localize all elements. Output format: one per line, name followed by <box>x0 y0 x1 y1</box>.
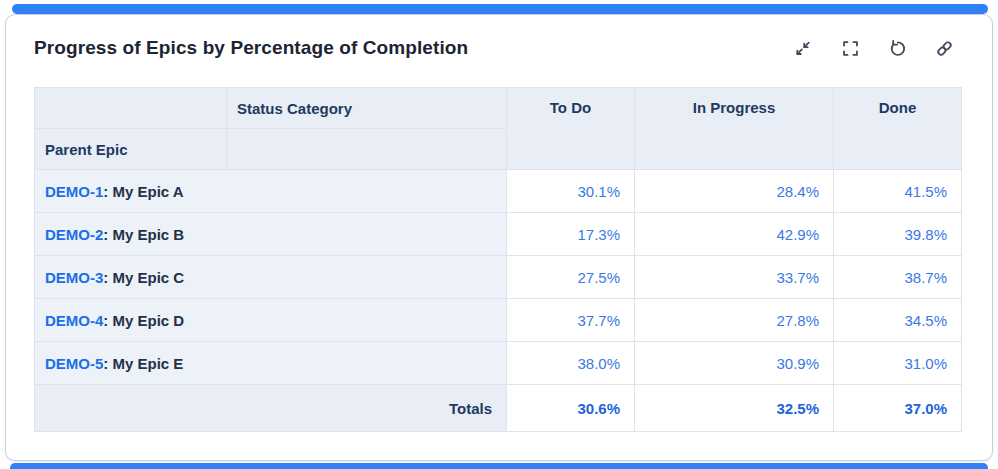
value-cell[interactable]: 41.5% <box>834 170 962 213</box>
column-header-todo[interactable]: To Do <box>507 88 635 170</box>
gadget-toolbar <box>793 38 954 58</box>
row-header: DEMO-5: My Epic E <box>35 342 507 385</box>
corner-cell-2 <box>227 129 507 170</box>
fullscreen-icon[interactable] <box>840 38 860 58</box>
value-cell[interactable]: 30.9% <box>635 342 834 385</box>
epic-name: : My Epic D <box>103 312 184 329</box>
corner-cell <box>35 88 227 129</box>
totals-row: Totals 30.6% 32.5% 37.0% <box>35 385 962 432</box>
epic-name: : My Epic C <box>103 269 184 286</box>
totals-value-cell[interactable]: 32.5% <box>635 385 834 432</box>
value-cell[interactable]: 27.8% <box>635 299 834 342</box>
totals-value-cell[interactable]: 37.0% <box>834 385 962 432</box>
table-row: DEMO-4: My Epic D 37.7% 27.8% 34.5% <box>35 299 962 342</box>
pivot-table: Status Category To Do In Progress Done P… <box>34 87 962 432</box>
row-header: DEMO-3: My Epic C <box>35 256 507 299</box>
value-cell[interactable]: 33.7% <box>635 256 834 299</box>
epic-link[interactable]: DEMO-5 <box>45 355 103 372</box>
column-dimension-header[interactable]: Status Category <box>227 88 507 129</box>
section-accent-bar-top <box>12 4 988 14</box>
epic-link[interactable]: DEMO-2 <box>45 226 103 243</box>
value-cell[interactable]: 42.9% <box>635 213 834 256</box>
epic-name: : My Epic E <box>103 355 183 372</box>
row-header: DEMO-2: My Epic B <box>35 213 507 256</box>
refresh-icon[interactable] <box>887 38 907 58</box>
row-header: DEMO-4: My Epic D <box>35 299 507 342</box>
value-cell[interactable]: 17.3% <box>507 213 635 256</box>
section-accent-bar-bottom <box>10 463 988 469</box>
dashboard-canvas: Progress of Epics by Percentage of Compl… <box>0 0 998 469</box>
epic-name: : My Epic A <box>103 183 183 200</box>
epic-link[interactable]: DEMO-1 <box>45 183 103 200</box>
value-cell[interactable]: 31.0% <box>834 342 962 385</box>
value-cell[interactable]: 27.5% <box>507 256 635 299</box>
epic-name: : My Epic B <box>103 226 184 243</box>
totals-value-cell[interactable]: 30.6% <box>507 385 635 432</box>
column-header-done[interactable]: Done <box>834 88 962 170</box>
collapse-icon[interactable] <box>793 38 813 58</box>
link-icon[interactable] <box>934 38 954 58</box>
totals-label: Totals <box>35 385 507 432</box>
table-row: DEMO-2: My Epic B 17.3% 42.9% 39.8% <box>35 213 962 256</box>
column-header-inprogress[interactable]: In Progress <box>635 88 834 170</box>
page-title: Progress of Epics by Percentage of Compl… <box>34 37 468 59</box>
epic-link[interactable]: DEMO-4 <box>45 312 103 329</box>
table-row: DEMO-5: My Epic E 38.0% 30.9% 31.0% <box>35 342 962 385</box>
value-cell[interactable]: 38.7% <box>834 256 962 299</box>
gadget-card: Progress of Epics by Percentage of Compl… <box>5 14 993 461</box>
value-cell[interactable]: 28.4% <box>635 170 834 213</box>
value-cell[interactable]: 37.7% <box>507 299 635 342</box>
gadget-header: Progress of Epics by Percentage of Compl… <box>34 31 954 65</box>
row-dimension-header[interactable]: Parent Epic <box>35 129 227 170</box>
value-cell[interactable]: 39.8% <box>834 213 962 256</box>
table-row: DEMO-3: My Epic C 27.5% 33.7% 38.7% <box>35 256 962 299</box>
epic-link[interactable]: DEMO-3 <box>45 269 103 286</box>
value-cell[interactable]: 38.0% <box>507 342 635 385</box>
table-row: DEMO-1: My Epic A 30.1% 28.4% 41.5% <box>35 170 962 213</box>
row-header: DEMO-1: My Epic A <box>35 170 507 213</box>
value-cell[interactable]: 34.5% <box>834 299 962 342</box>
value-cell[interactable]: 30.1% <box>507 170 635 213</box>
